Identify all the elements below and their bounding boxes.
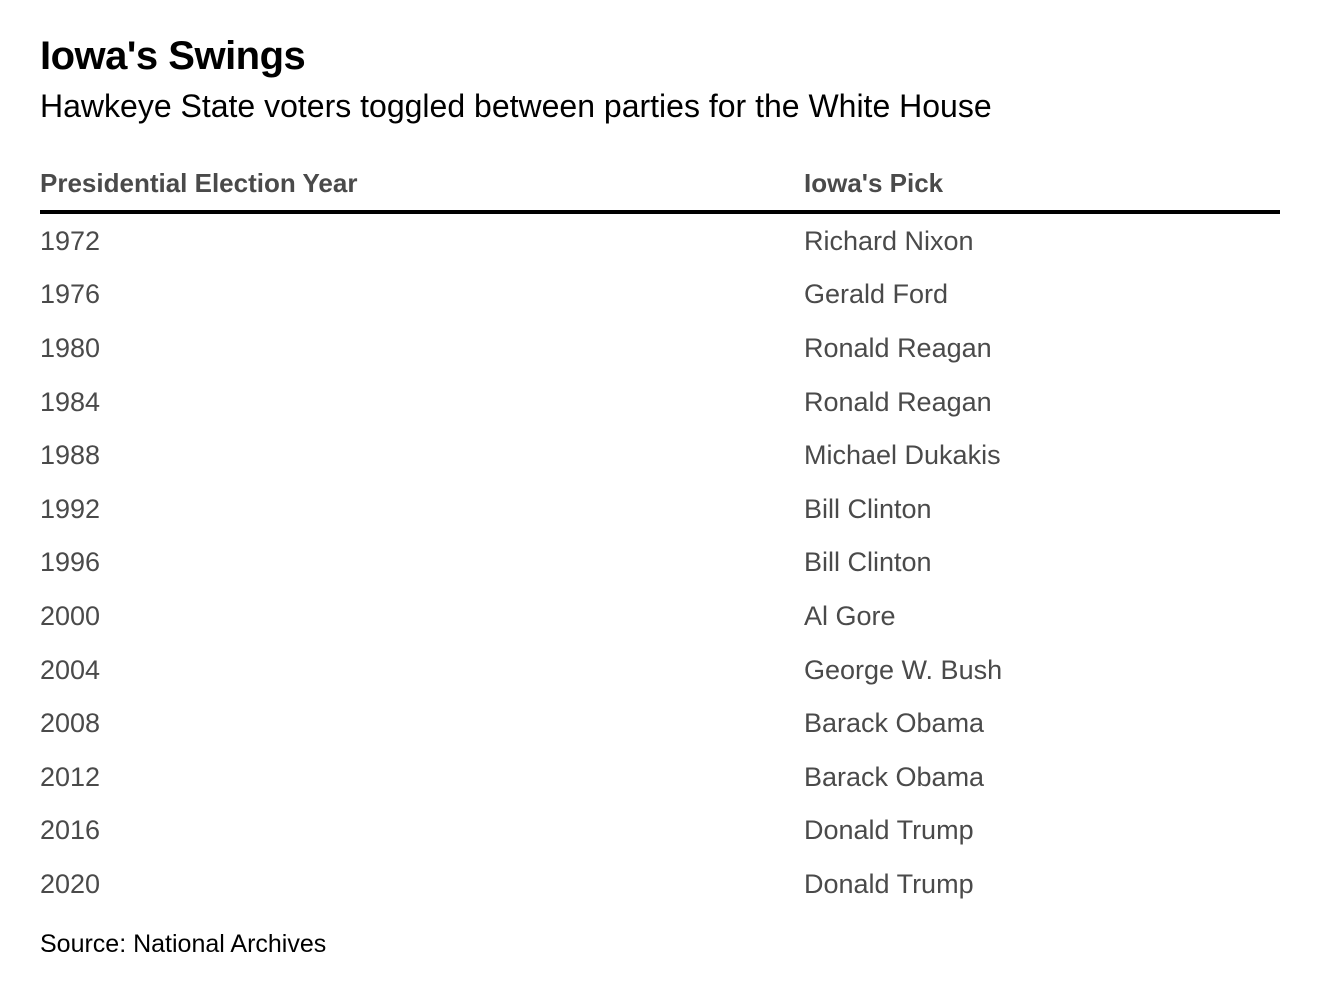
page-content: Iowa's Swings Hawkeye State voters toggl…	[40, 30, 1280, 911]
table-row: 1980 Ronald Reagan	[40, 321, 1280, 375]
cell-pick: Michael Dukakis	[804, 440, 1001, 471]
cell-pick: Donald Trump	[804, 815, 974, 846]
table-header-row: Presidential Election Year Iowa's Pick	[40, 168, 1280, 214]
column-header-pick: Iowa's Pick	[804, 168, 1280, 214]
cell-pick: Ronald Reagan	[804, 332, 992, 363]
source-note: Source: National Archives	[40, 930, 327, 958]
cell-pick: Al Gore	[804, 600, 896, 631]
table-row: 2008 Barack Obama	[40, 696, 1280, 750]
table-row: 1988 Michael Dukakis	[40, 428, 1280, 482]
cell-year: 2004	[40, 654, 101, 685]
cell-pick: Bill Clinton	[804, 493, 932, 524]
cell-year: 2012	[40, 761, 101, 792]
table-row: 1976 Gerald Ford	[40, 268, 1280, 322]
table-body: 1972 Richard Nixon 1976 Gerald Ford 1980…	[40, 212, 1280, 911]
cell-pick: Richard Nixon	[804, 225, 974, 256]
cell-pick: Gerald Ford	[804, 279, 949, 310]
table-row: 2000 Al Gore	[40, 589, 1280, 643]
page-subtitle: Hawkeye State voters toggled between par…	[40, 88, 992, 124]
cell-year: 1980	[40, 332, 101, 363]
cell-year: 1996	[40, 547, 101, 578]
table-row: 1972 Richard Nixon	[40, 212, 1280, 268]
table-row: 1992 Bill Clinton	[40, 482, 1280, 536]
cell-year: 2016	[40, 815, 101, 846]
cell-year: 1992	[40, 493, 101, 524]
column-header-year: Presidential Election Year	[40, 168, 804, 214]
results-table: Presidential Election Year Iowa's Pick 1…	[40, 168, 1280, 911]
table-row: 2004 George W. Bush	[40, 643, 1280, 697]
cell-pick: Barack Obama	[804, 761, 985, 792]
table-header: Presidential Election Year Iowa's Pick	[40, 168, 1280, 214]
table-row: 1984 Ronald Reagan	[40, 375, 1280, 429]
table-row: 2016 Donald Trump	[40, 804, 1280, 858]
cell-year: 1984	[40, 386, 101, 417]
cell-pick: Donald Trump	[804, 868, 974, 899]
cell-pick: Ronald Reagan	[804, 386, 992, 417]
table-row: 2020 Donald Trump	[40, 857, 1280, 911]
cell-pick: Barack Obama	[804, 708, 985, 739]
cell-pick: Bill Clinton	[804, 547, 932, 578]
page-title: Iowa's Swings	[40, 34, 306, 78]
cell-year: 2020	[40, 868, 101, 899]
cell-year: 1988	[40, 440, 101, 471]
cell-year: 2000	[40, 600, 101, 631]
cell-year: 1972	[40, 225, 101, 256]
table-row: 2012 Barack Obama	[40, 750, 1280, 804]
cell-year: 2008	[40, 708, 101, 739]
cell-year: 1976	[40, 279, 101, 310]
cell-pick: George W. Bush	[804, 654, 1003, 685]
table-row: 1996 Bill Clinton	[40, 536, 1280, 590]
